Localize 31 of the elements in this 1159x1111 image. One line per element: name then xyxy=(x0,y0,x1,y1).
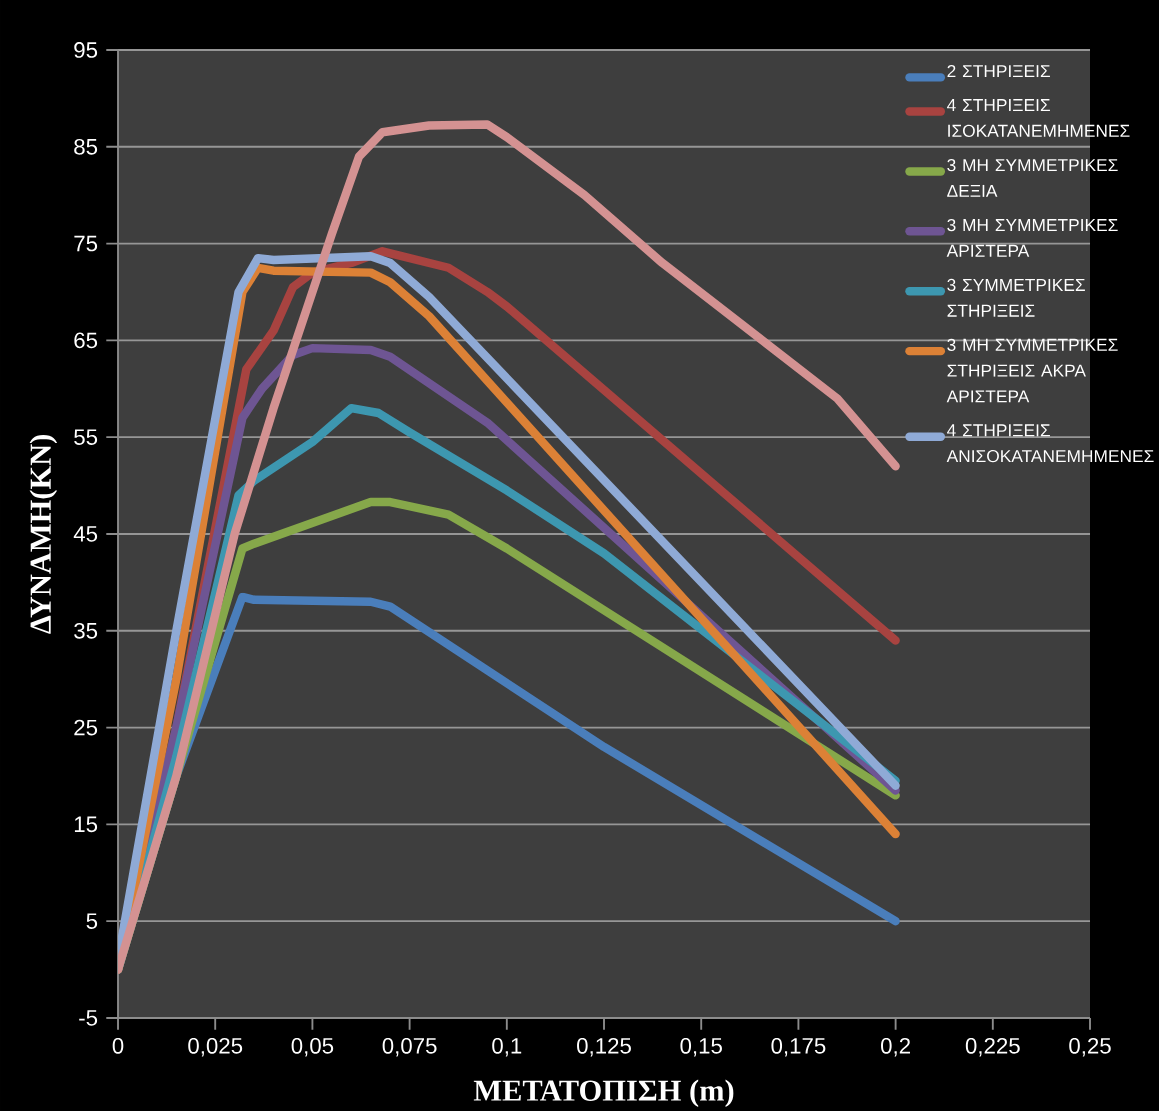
y-tick-label: 65 xyxy=(74,332,98,349)
y-tick-label: 35 xyxy=(74,622,98,639)
x-tick-label: 0,225 xyxy=(965,1037,1020,1057)
x-tick-label: 0,15 xyxy=(680,1037,722,1057)
legend-label: 3 ΜΗ ΣΥΜΜΕΤΡΙΚΕΣ ΑΡΙΣΤΕΡΑ xyxy=(946,218,1118,257)
y-axis-title: ΔΥΝΑΜΗ(KN) xyxy=(29,435,58,634)
x-tick-label: 0,25 xyxy=(1069,1037,1111,1057)
y-tick-label: 5 xyxy=(86,913,98,929)
legend-label: 4 ΣΤΗΡΙΞΕΙΣ ΑΝΙΣΟΚΑΤΑΝΕΜΗΜΕΝΕΣ xyxy=(946,424,1154,463)
x-tick-label: 0,025 xyxy=(188,1037,243,1057)
x-tick-label: 0,05 xyxy=(291,1037,334,1057)
legend-label: 4 ΣΤΗΡΙΞΕΙΣ ΙΣΟΚΑΤΑΝΕΜΗΜΕΝΕΣ xyxy=(947,99,1130,137)
x-tick-label: 0,075 xyxy=(382,1037,437,1057)
y-tick-label: -5 xyxy=(79,1010,98,1026)
x-tick-label: 0 xyxy=(112,1037,124,1054)
x-tick-label: 0,1 xyxy=(492,1037,522,1057)
y-tick-label: 15 xyxy=(74,816,98,833)
legend-label: 3 ΜΗ ΣΥΜΜΕΤΡΙΚΕΣ ΔΕΞΙΑ xyxy=(947,158,1118,197)
legend-label: 2 ΣΤΗΡΙΞΕΙΣ xyxy=(947,64,1050,78)
x-tick-label: 0,125 xyxy=(577,1037,631,1057)
legend-label: 3 ΣΥΜΜΕΤΡΙΚΕΣ ΣΤΗΡΙΞΕΙΣ xyxy=(947,278,1085,317)
y-tick-label: 25 xyxy=(74,719,98,736)
x-axis-title: ΜΕΤΑΤΟΠΙΣΗ (m) xyxy=(473,1079,734,1108)
y-tick-label: 55 xyxy=(74,429,98,445)
y-tick-label: 95 xyxy=(74,42,98,58)
x-tick-label: 0,2 xyxy=(881,1037,910,1057)
y-tick-label: 45 xyxy=(73,526,98,542)
y-tick-label: 75 xyxy=(74,235,98,252)
y-tick-label: 85 xyxy=(74,138,98,155)
x-tick-label: 0,175 xyxy=(771,1037,826,1057)
legend-label: 3 ΜΗ ΣΥΜΜΕΤΡΙΚΕΣ ΣΤΗΡΙΞΕΙΣ ΑΚΡΑ ΑΡΙΣΤΕΡΑ xyxy=(946,338,1118,403)
